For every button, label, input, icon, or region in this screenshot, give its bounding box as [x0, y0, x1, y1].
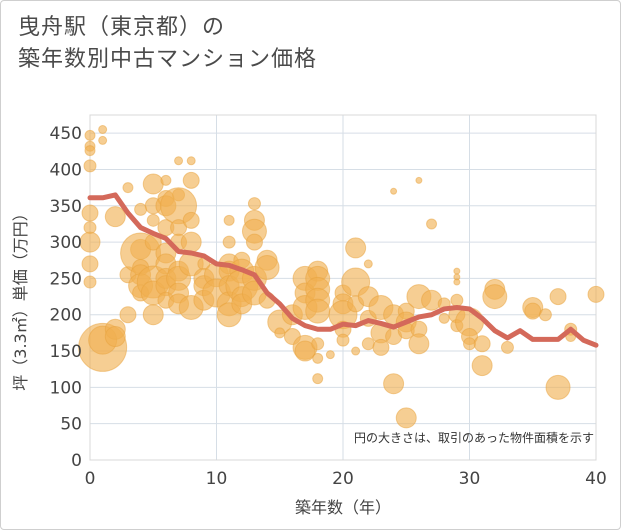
- bubble-point: [79, 231, 101, 253]
- y-tick-label: 100: [50, 378, 82, 398]
- bubble-point: [453, 267, 461, 275]
- x-tick-label: 40: [585, 469, 607, 489]
- chart-title-line-1: 曳舟駅（東京都）の: [18, 15, 226, 40]
- chart-title-line-2: 築年数別中古マンション価格: [18, 47, 318, 72]
- x-tick-label: 30: [459, 469, 481, 489]
- bubble-size-note: 円の大きさは、取引のあった物件面積を示す: [354, 430, 594, 445]
- bubble-point: [104, 326, 126, 348]
- x-axis-label: 築年数（年）: [295, 498, 391, 517]
- bubble-point: [345, 237, 367, 259]
- x-tick-label: 10: [206, 469, 228, 489]
- bubble-point: [98, 135, 108, 145]
- bubble-point: [160, 174, 172, 186]
- bubble-point: [223, 214, 235, 226]
- bubble-point: [254, 255, 280, 281]
- y-tick-label: 400: [50, 160, 82, 180]
- x-tick-label: 0: [85, 469, 96, 489]
- bubble-point: [395, 407, 417, 429]
- y-tick-label: 250: [50, 269, 82, 289]
- y-axis-label: 坪（3.3㎡）単価（万円）: [11, 205, 30, 390]
- bubble-point: [146, 213, 160, 227]
- bubble-point: [482, 284, 508, 310]
- bubble-point: [122, 182, 134, 194]
- bubble-point: [421, 289, 443, 311]
- bubble-point: [186, 156, 196, 166]
- bubble-point: [524, 302, 542, 320]
- bubble-point: [450, 293, 464, 307]
- bubble-point: [336, 333, 350, 347]
- bubble-point: [473, 335, 491, 353]
- bubble-point: [119, 306, 137, 324]
- bubble-point: [372, 338, 390, 356]
- bubble-point: [383, 373, 405, 395]
- bubble-point: [549, 288, 567, 306]
- y-tick-label: 300: [50, 233, 82, 253]
- y-tick-label: 350: [50, 197, 82, 217]
- bubble-point: [438, 312, 450, 324]
- bubble-point: [98, 125, 108, 135]
- bubble-point: [538, 308, 552, 322]
- bubble-point: [294, 340, 316, 362]
- y-axis-ticks: 0 50 100 150 200 250 300 350 400 450: [50, 124, 82, 471]
- bubble-point: [104, 206, 126, 228]
- bubble-point: [325, 350, 335, 360]
- bubble-point: [363, 259, 373, 269]
- y-tick-label: 450: [50, 124, 82, 144]
- bubble-point: [182, 171, 200, 189]
- bubble-point: [351, 346, 361, 356]
- x-axis-ticks: 0 10 20 30 40: [85, 469, 607, 489]
- bubble-point: [312, 373, 324, 385]
- x-tick-label: 20: [332, 469, 354, 489]
- bubble-point: [247, 197, 261, 211]
- bubble-point: [83, 275, 97, 289]
- y-tick-label: 50: [60, 415, 82, 435]
- bubble-point: [311, 337, 325, 351]
- bubble-point: [142, 173, 164, 195]
- bubble-point: [222, 235, 236, 249]
- bubble-point: [453, 278, 461, 286]
- bubble-point: [545, 374, 571, 400]
- bubble-point: [174, 156, 184, 166]
- bubble-point: [274, 327, 286, 339]
- bubble-point: [182, 211, 200, 229]
- bubble-point: [83, 159, 97, 173]
- bubble-point: [471, 355, 493, 377]
- bubble-point: [408, 333, 430, 355]
- y-tick-label: 150: [50, 342, 82, 362]
- bubble-point: [390, 187, 398, 195]
- bubble-point: [81, 255, 99, 273]
- bubble-point: [312, 352, 324, 364]
- bubble-point: [245, 233, 263, 251]
- y-tick-label: 200: [50, 306, 82, 326]
- bubble-point: [81, 204, 99, 222]
- bubble-point: [84, 145, 96, 157]
- bubble-point: [426, 218, 438, 230]
- bubble-point: [587, 285, 605, 303]
- bubble-series: [78, 125, 605, 429]
- bubble-point: [415, 176, 423, 184]
- bubble-point: [500, 340, 514, 354]
- bubble-point: [142, 304, 164, 326]
- chart-title: 曳舟駅（東京都）の 築年数別中古マンション価格: [18, 12, 317, 76]
- bubble-point: [305, 298, 331, 324]
- bubble-point: [84, 129, 96, 141]
- y-tick-label: 0: [71, 451, 82, 471]
- trend-line: [87, 192, 599, 348]
- bubble-point: [180, 231, 202, 253]
